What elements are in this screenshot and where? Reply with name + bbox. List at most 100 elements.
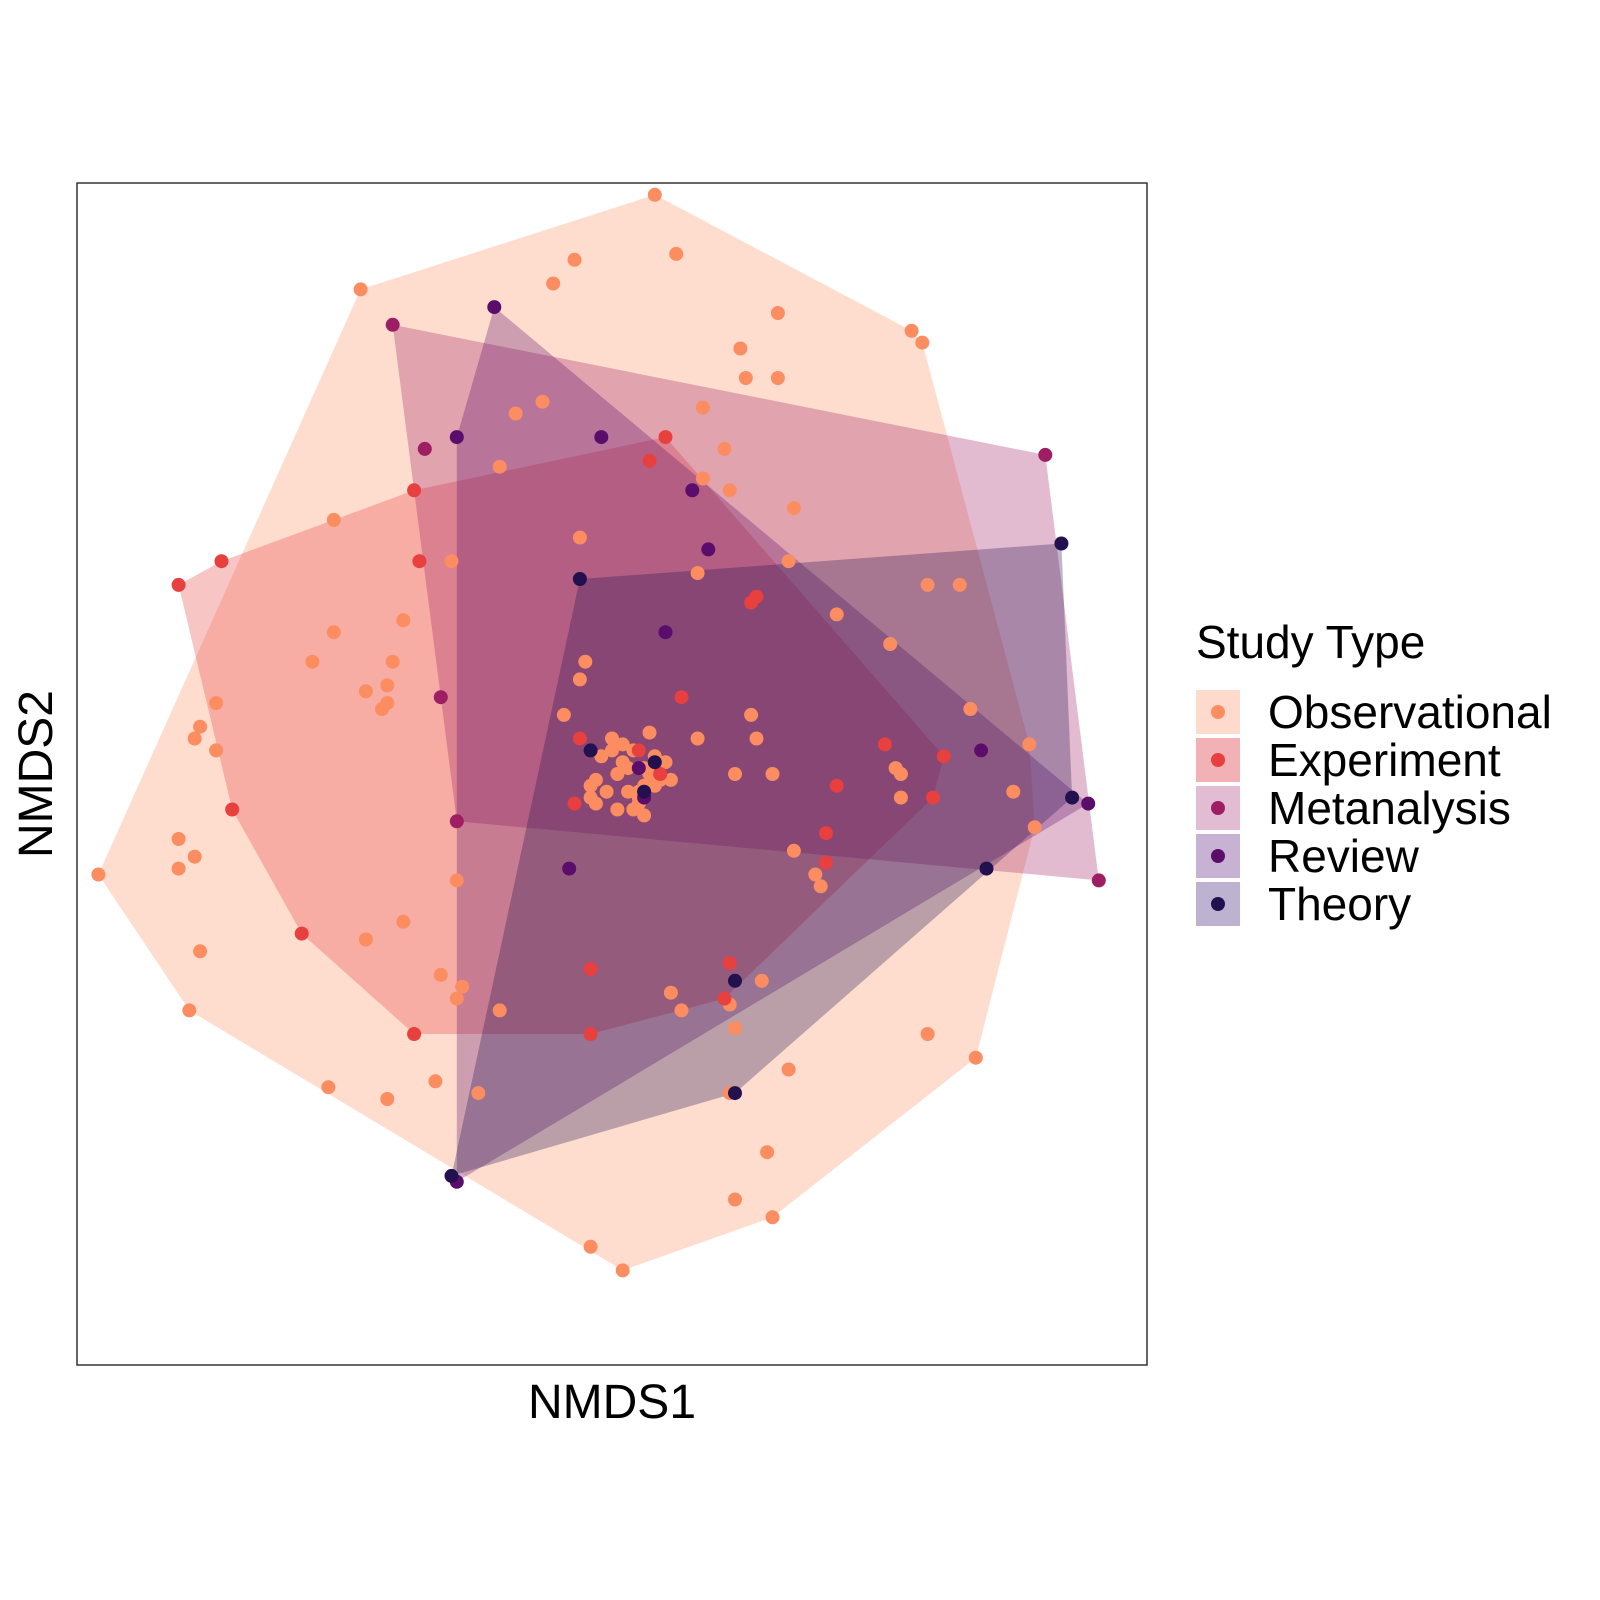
- point-observational: [642, 767, 657, 781]
- point-review: [631, 761, 646, 776]
- point-experiment: [819, 826, 833, 841]
- point-observational: [594, 749, 609, 764]
- point-observational: [380, 678, 395, 693]
- point-observational: [808, 867, 823, 882]
- hull-layer: [98, 194, 1099, 1271]
- point-observational: [915, 335, 930, 350]
- plot-panel-border: [76, 182, 1148, 1366]
- point-observational: [626, 802, 641, 817]
- point-observational: [508, 406, 523, 421]
- legend-title: Study Type: [1196, 616, 1425, 668]
- point-observational: [209, 696, 224, 711]
- legend: Study Type ObservationalExperimentMetana…: [1196, 616, 1552, 930]
- point-observational: [621, 784, 636, 799]
- legend-item-observational: Observational: [1196, 686, 1552, 738]
- point-observational: [385, 654, 400, 669]
- point-review: [1081, 796, 1096, 811]
- point-metanalysis: [417, 441, 432, 456]
- point-experiment: [583, 1027, 598, 1041]
- point-observational: [615, 737, 630, 752]
- point-observational: [642, 725, 657, 740]
- point-observational: [952, 577, 967, 592]
- point-review: [658, 625, 673, 640]
- point-theory: [572, 572, 587, 586]
- legend-items: ObservationalExperimentMetanalysisReview…: [1196, 686, 1552, 930]
- legend-label-observational: Observational: [1268, 686, 1552, 738]
- point-review: [974, 743, 989, 758]
- point-observational: [449, 991, 464, 1006]
- legend-label-metanalysis: Metanalysis: [1268, 782, 1511, 834]
- point-observational: [535, 394, 550, 409]
- point-observational: [658, 755, 673, 770]
- point-experiment: [171, 577, 186, 592]
- point-observational: [770, 306, 785, 320]
- point-observational: [963, 702, 978, 716]
- point-observational: [326, 512, 341, 527]
- point-experiment: [717, 991, 732, 1006]
- point-observational: [380, 696, 395, 711]
- point-metanalysis: [433, 690, 448, 705]
- hull-review: [456, 307, 1089, 1182]
- point-experiment: [567, 796, 582, 811]
- point-observational: [326, 625, 341, 640]
- point-review: [594, 430, 609, 445]
- point-observational: [588, 796, 603, 811]
- point-observational: [749, 731, 764, 746]
- point-observational: [605, 743, 619, 758]
- point-review: [701, 542, 716, 557]
- point-metanalysis: [385, 317, 400, 332]
- point-observational: [728, 767, 742, 781]
- point-observational: [754, 973, 769, 988]
- point-observational: [765, 1210, 780, 1225]
- point-observational: [781, 1062, 796, 1077]
- point-observational: [760, 1145, 775, 1160]
- point-observational: [572, 530, 587, 545]
- point-observational: [765, 767, 780, 781]
- point-observational: [449, 873, 464, 888]
- legend-label-theory: Theory: [1268, 878, 1411, 930]
- legend-label-experiment: Experiment: [1268, 734, 1501, 786]
- point-theory: [1054, 536, 1069, 551]
- point-observational: [968, 1050, 983, 1065]
- point-metanalysis: [449, 814, 464, 829]
- point-observational: [744, 707, 759, 722]
- point-experiment: [412, 554, 427, 569]
- point-observational: [920, 577, 935, 592]
- point-observational: [358, 684, 373, 699]
- point-experiment: [936, 749, 951, 764]
- point-observational: [578, 654, 593, 669]
- point-observational: [567, 252, 582, 267]
- point-observational: [492, 459, 507, 474]
- legend-label-review: Review: [1268, 830, 1420, 882]
- y-axis-title: NMDS2: [10, 690, 63, 858]
- point-observational: [193, 944, 208, 959]
- point-observational: [610, 802, 625, 817]
- point-observational: [883, 637, 898, 651]
- point-observational: [610, 767, 625, 781]
- point-observational: [492, 1003, 507, 1018]
- point-observational: [193, 719, 208, 734]
- point-observational: [1006, 784, 1021, 799]
- point-experiment: [926, 790, 940, 805]
- point-observational: [904, 323, 919, 338]
- point-observational: [455, 979, 470, 994]
- point-observational: [572, 672, 587, 687]
- point-observational: [396, 613, 411, 628]
- point-experiment: [642, 453, 657, 468]
- point-observational: [637, 808, 652, 823]
- point-observational: [583, 1239, 598, 1254]
- point-theory: [728, 1086, 742, 1101]
- point-observational: [182, 1003, 197, 1018]
- point-observational: [91, 867, 106, 882]
- point-observational: [1027, 820, 1042, 835]
- point-observational: [674, 1003, 689, 1018]
- point-theory: [1065, 790, 1080, 805]
- point-review: [685, 483, 700, 498]
- point-observational: [433, 967, 448, 982]
- point-observational: [893, 790, 908, 805]
- point-observational: [647, 187, 662, 202]
- point-observational: [893, 767, 908, 781]
- point-observational: [728, 1192, 742, 1207]
- point-experiment: [819, 855, 833, 870]
